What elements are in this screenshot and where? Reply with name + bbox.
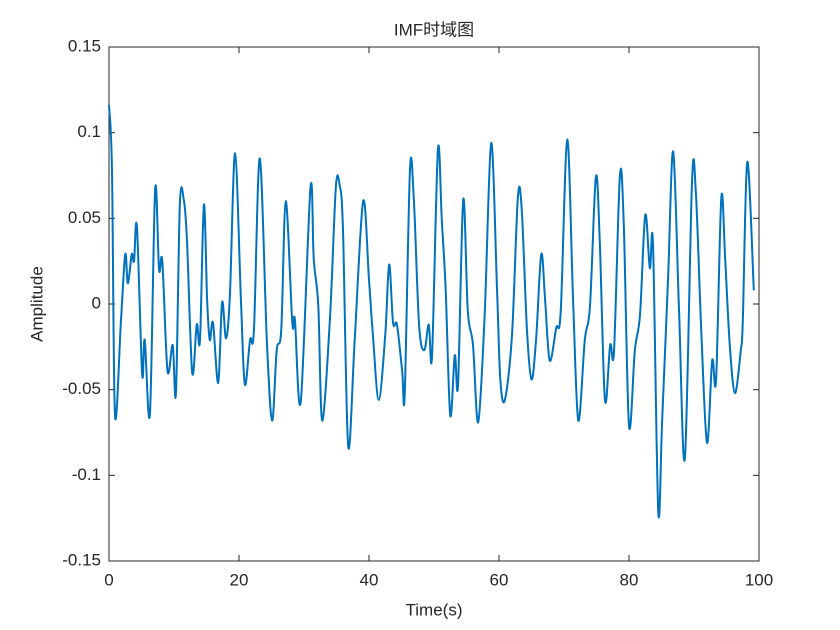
- y-tick-label: -0.15: [62, 550, 101, 569]
- y-tick-label: 0: [92, 293, 101, 312]
- x-tick-label: 60: [490, 570, 509, 589]
- y-axis-label: Amplitude: [27, 266, 46, 342]
- y-tick-label: 0.05: [68, 208, 101, 227]
- x-tick-label: 40: [360, 570, 379, 589]
- y-tick-label: -0.1: [72, 465, 101, 484]
- x-tick-label: 80: [620, 570, 639, 589]
- x-axis-label: Time(s): [406, 600, 463, 619]
- y-tick-label: -0.05: [62, 379, 101, 398]
- x-tick-label: 0: [104, 570, 113, 589]
- y-tick-label: 0.1: [77, 122, 101, 141]
- x-tick-label: 20: [230, 570, 249, 589]
- x-tick-label: 100: [745, 570, 773, 589]
- chart-title: IMF时域图: [394, 20, 474, 39]
- data-line: [108, 105, 755, 519]
- y-tick-label: 0.15: [68, 36, 101, 55]
